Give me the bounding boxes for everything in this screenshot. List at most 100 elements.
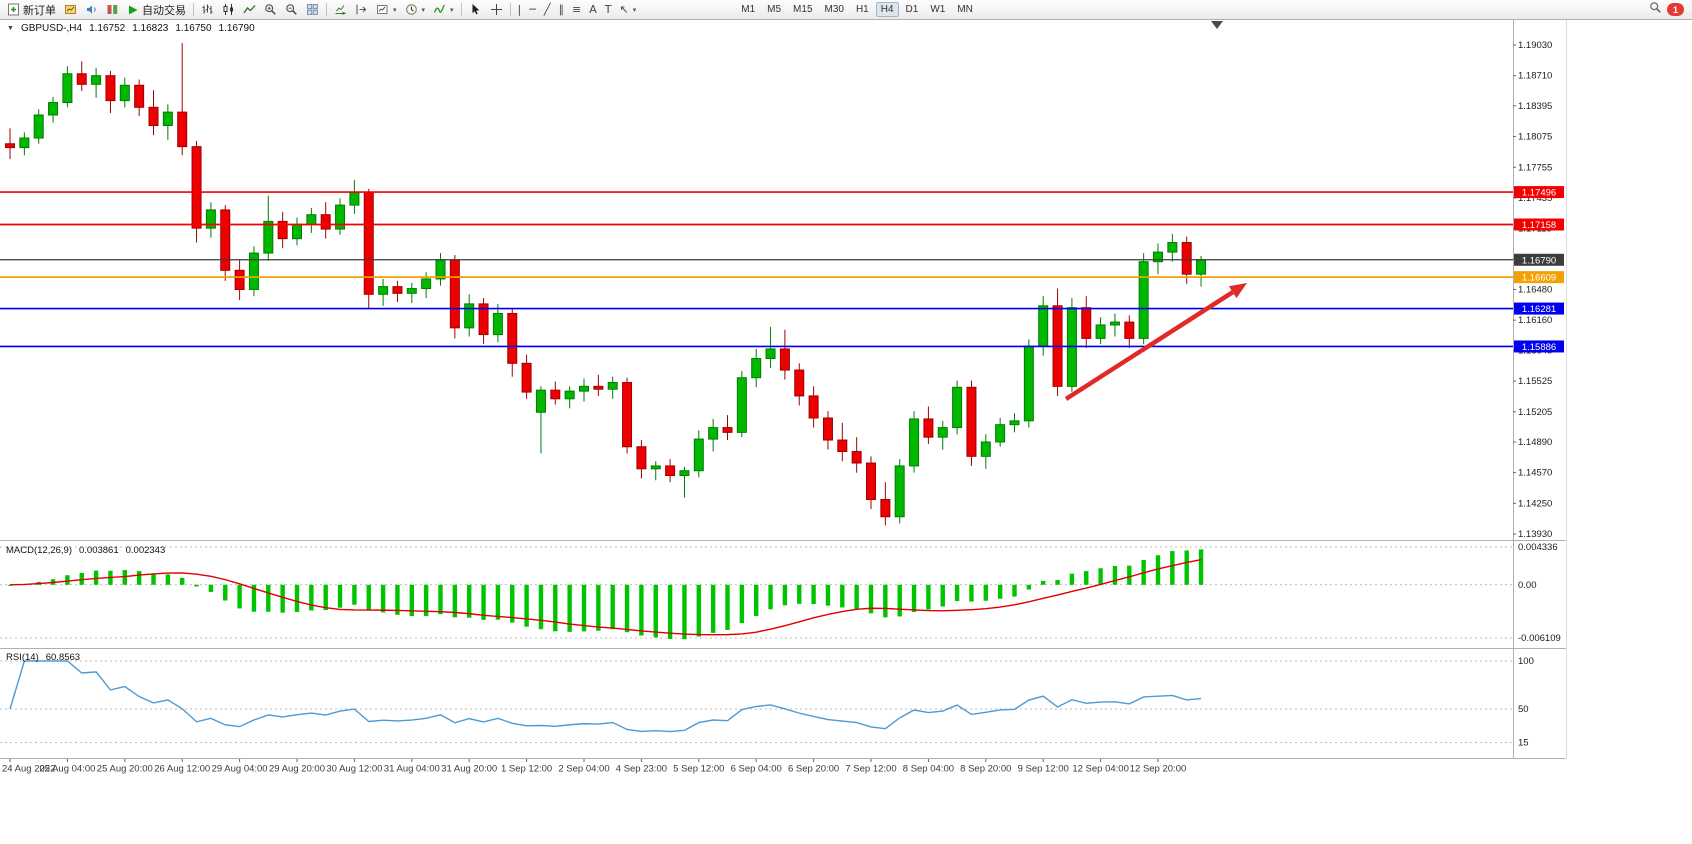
macd-signal-line [9,559,1202,636]
time-axis-label: 1 Sep 12:00 [501,764,552,775]
timeframe-d1-button[interactable]: D1 [905,4,919,15]
candle-body [765,348,776,360]
price-level-badge-label: 1.15886 [1522,342,1556,353]
auto-scroll-button[interactable] [330,0,351,19]
macd-histogram-bar [180,577,185,585]
candle-body [937,427,948,438]
trend-arrow-head[interactable] [1228,283,1247,299]
text-label-tool-button[interactable]: T [601,0,616,19]
candlestick [593,374,604,396]
autotrade-button[interactable]: 自动交易 [123,0,190,19]
timeframe-m5-button[interactable]: M5 [767,4,782,15]
time-axis-label: 26 Aug 12:00 [154,764,210,775]
candle-body [378,286,389,295]
timeframe-w1-button[interactable]: W1 [930,4,946,15]
zoom-out-button[interactable] [281,0,302,19]
candle-body [1138,261,1149,339]
macd-histogram-bar [395,584,400,615]
timeframe-h1-button[interactable]: H1 [855,4,869,15]
candlestick [535,386,546,454]
timeframe-m15-button[interactable]: M15 [793,4,813,15]
macd-panel-header: MACD(12,26,9) 0.003861 0.002343 [6,545,165,556]
candlestick [1138,253,1149,345]
text-tool-button[interactable]: A [585,0,601,19]
candlestick [292,217,302,246]
macd-histogram-bar [653,584,658,638]
cursor-button[interactable] [465,0,486,19]
crosshair-button[interactable] [486,0,507,19]
timeframe-m30-button[interactable]: M30 [824,4,844,15]
candle-body [751,358,762,379]
candle-body [234,269,245,290]
candlestick [234,259,245,301]
zoom-in-icon [264,3,277,16]
fibonacci-tool-button[interactable]: ≡ [568,0,585,19]
channel-tool-button[interactable]: ∥ [555,0,569,19]
macd-histogram-bar [553,584,558,632]
candlestick [105,70,116,114]
macd-histogram-bar [825,584,831,606]
macd-histogram-bar [581,584,587,632]
timeframe-m1-button[interactable]: M1 [741,4,756,15]
macd-histogram-bar [754,584,759,616]
text-label-icon: T [604,3,612,16]
candle-body [607,382,618,390]
timeframe-mn-button[interactable]: MN [957,4,973,15]
vertical-line-tool-button[interactable]: | [514,0,526,19]
chart-menu-icon[interactable]: ▼ [7,25,14,32]
macd-histogram-bar [280,584,285,613]
rsi-title: RSI(14) [6,652,39,663]
candlestick [894,459,905,524]
candle-body [392,286,403,294]
candlestick [722,415,733,441]
search-icon[interactable] [1649,1,1662,19]
notification-badge[interactable]: 1 [1667,3,1684,16]
sound-button[interactable] [81,0,102,19]
toolbar-separator [326,3,327,16]
macd-histogram-bar [997,584,1003,599]
price-axis-label: 1.15205 [1518,407,1552,418]
rsi-axis-label: 15 [1518,738,1529,749]
candle-body [406,288,417,294]
candle-body [1124,321,1135,339]
trendline-tool-button[interactable]: ╱ [540,0,555,19]
scripts-icon [106,3,119,16]
scripts-button[interactable] [102,0,123,19]
chart-shift-button[interactable] [351,0,372,19]
candle-body [679,470,690,477]
periods-dropdown[interactable]: ▾ [401,0,430,19]
price-level-badge [1514,186,1564,199]
macd-histogram-bar [352,584,357,605]
macd-histogram-bar [510,584,515,623]
candlestick [76,61,87,92]
macd-histogram-bar [725,584,730,630]
candlestick [263,195,274,261]
timeframe-h4-button[interactable]: H4 [875,2,899,17]
trend-arrow-line[interactable] [1064,290,1234,401]
tile-windows-button[interactable] [302,0,323,19]
candle-body [593,385,604,390]
price-axis-label: 1.19030 [1518,40,1552,51]
bar-chart-button[interactable] [197,0,218,19]
candlestick [995,417,1006,447]
candle-body [134,84,145,108]
price-level-badge [1514,302,1564,315]
candlestick [134,79,145,116]
horizontal-line-tool-button[interactable]: ─ [525,0,540,19]
zoom-in-button[interactable] [260,0,281,19]
arrows-tool-dropdown[interactable]: ↖ ▾ [616,0,641,19]
candlestick-chart-button[interactable] [218,0,239,19]
toolbar: 新订单 自动交易 [0,0,1692,19]
scroll-position-marker[interactable] [1211,21,1223,29]
indicators-dropdown[interactable]: ▾ [429,0,458,19]
candlestick [435,253,446,286]
time-axis-label: 25 Aug 20:00 [97,764,153,775]
market-watch-button[interactable] [60,0,81,19]
new-chart-dropdown[interactable]: ▾ [372,0,401,19]
candle-body [435,259,446,280]
new-order-button[interactable]: 新订单 [3,0,60,19]
candle-body [693,438,704,472]
macd-histogram-bar [567,584,572,632]
line-chart-button[interactable] [239,0,260,19]
